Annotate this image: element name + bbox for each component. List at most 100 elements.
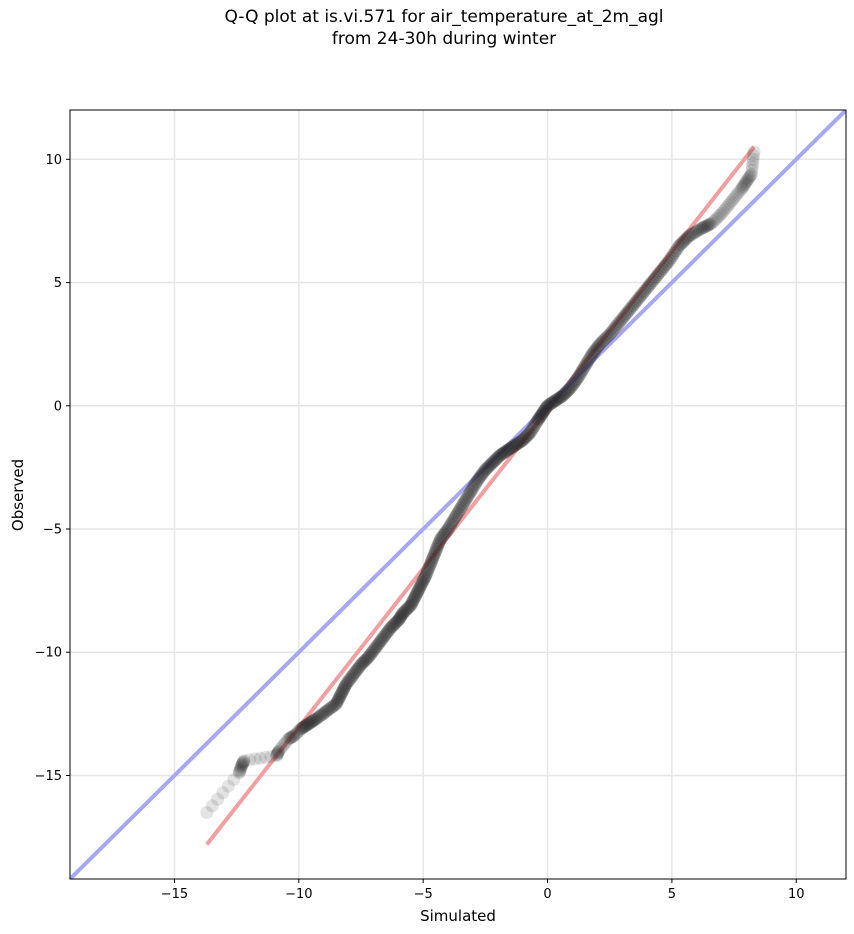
quantile-point bbox=[618, 309, 632, 323]
quantile-point bbox=[562, 383, 576, 397]
quantile-point bbox=[405, 595, 419, 609]
quantile-point bbox=[609, 319, 623, 333]
quantile-point bbox=[306, 714, 319, 728]
y-tick-label: 5 bbox=[54, 276, 62, 291]
quantile-point bbox=[299, 718, 313, 732]
quantile-point bbox=[284, 731, 298, 745]
quantile-point bbox=[737, 178, 751, 192]
quantile-point bbox=[368, 642, 382, 656]
quantile-point bbox=[747, 149, 761, 163]
y-tick-label: −10 bbox=[35, 646, 62, 661]
quantile-point bbox=[253, 751, 267, 765]
quantile-point bbox=[354, 658, 368, 672]
quantile-point bbox=[583, 351, 597, 365]
quantile-point bbox=[463, 485, 477, 499]
quantile-point bbox=[740, 174, 754, 188]
quantile-point bbox=[491, 451, 505, 465]
quantile-point bbox=[413, 580, 427, 594]
quantile-point bbox=[721, 198, 735, 212]
quantile-point bbox=[603, 327, 617, 341]
quantile-point bbox=[329, 697, 343, 711]
y-tick-label: −5 bbox=[43, 523, 62, 538]
quantile-point bbox=[336, 684, 350, 698]
quantile-point bbox=[735, 181, 749, 195]
quantile-point bbox=[601, 329, 615, 343]
quantile-point bbox=[495, 447, 509, 461]
quantile-point bbox=[731, 186, 745, 200]
quantile-point bbox=[559, 385, 573, 399]
quantile-point bbox=[232, 766, 246, 780]
quantile-point bbox=[429, 544, 443, 558]
y-tick-label: 0 bbox=[54, 399, 62, 414]
quantile-point bbox=[445, 516, 459, 530]
quantile-point bbox=[272, 745, 286, 759]
quantile-point bbox=[573, 368, 587, 382]
quantile-point bbox=[629, 294, 643, 308]
quantile-point bbox=[472, 471, 486, 485]
quantile-point bbox=[516, 433, 530, 447]
quantile-point bbox=[669, 243, 683, 257]
quantile-point bbox=[473, 469, 487, 483]
quantile-point bbox=[304, 715, 318, 729]
chart-title-line-2: from 24-30h during winter bbox=[331, 29, 557, 49]
quantile-point bbox=[433, 534, 447, 548]
quantile-point bbox=[695, 221, 709, 235]
quantile-point bbox=[475, 468, 489, 482]
quantile-point bbox=[696, 220, 710, 234]
quantile-point bbox=[200, 805, 214, 819]
quantile-point bbox=[307, 713, 321, 727]
plot-frame bbox=[69, 109, 847, 880]
quantile-point bbox=[371, 637, 385, 651]
quantile-point bbox=[412, 582, 426, 596]
quantile-point bbox=[348, 666, 362, 680]
quantile-point bbox=[507, 439, 521, 453]
quantile-point bbox=[455, 499, 469, 513]
quantile-point bbox=[414, 579, 428, 593]
quantile-point bbox=[529, 416, 543, 430]
quantile-point bbox=[526, 422, 540, 436]
quantile-point bbox=[389, 616, 403, 630]
quantile-point bbox=[334, 687, 348, 701]
quantile-point bbox=[335, 686, 349, 699]
quantile-point bbox=[235, 759, 249, 773]
quantile-point bbox=[324, 701, 338, 715]
quantile-point bbox=[701, 218, 715, 232]
quantile-point bbox=[369, 640, 383, 654]
quantile-point bbox=[318, 706, 332, 720]
quantile-point bbox=[636, 286, 650, 300]
quantile-point bbox=[437, 527, 451, 541]
quantile-point bbox=[593, 337, 607, 351]
quantile-point bbox=[465, 483, 479, 497]
quantile-point bbox=[340, 676, 354, 690]
quantile-point bbox=[379, 627, 393, 641]
quantile-point bbox=[432, 536, 446, 550]
quantile-point bbox=[272, 744, 286, 758]
quantile-point bbox=[676, 235, 690, 249]
quantile-point bbox=[480, 462, 494, 476]
quantile-point bbox=[608, 321, 622, 335]
quantile-point bbox=[746, 152, 760, 166]
quantile-point bbox=[326, 699, 340, 713]
quantile-point bbox=[532, 411, 546, 425]
quantile-point bbox=[236, 756, 250, 770]
quantile-point bbox=[375, 632, 389, 646]
quantile-point bbox=[396, 606, 410, 620]
quantile-point bbox=[298, 719, 312, 733]
quantile-point bbox=[689, 225, 703, 239]
quantile-point bbox=[541, 399, 555, 413]
quantile-point bbox=[234, 761, 248, 775]
quantile-point bbox=[744, 167, 758, 181]
chart-title: Q-Q plot at is.vi.571 for air_temperatur… bbox=[0, 6, 854, 50]
quantile-point bbox=[643, 278, 657, 292]
quantile-point bbox=[490, 452, 504, 466]
quantile-point bbox=[589, 342, 603, 356]
quantile-point bbox=[482, 459, 496, 473]
quantile-point bbox=[633, 290, 647, 304]
quantile-point bbox=[233, 764, 247, 778]
quantile-point bbox=[552, 391, 566, 405]
quantile-point bbox=[235, 757, 249, 771]
quantile-point bbox=[332, 690, 346, 704]
quantile-point bbox=[713, 208, 727, 222]
quantile-point bbox=[440, 524, 454, 538]
quantile-point bbox=[370, 639, 384, 653]
